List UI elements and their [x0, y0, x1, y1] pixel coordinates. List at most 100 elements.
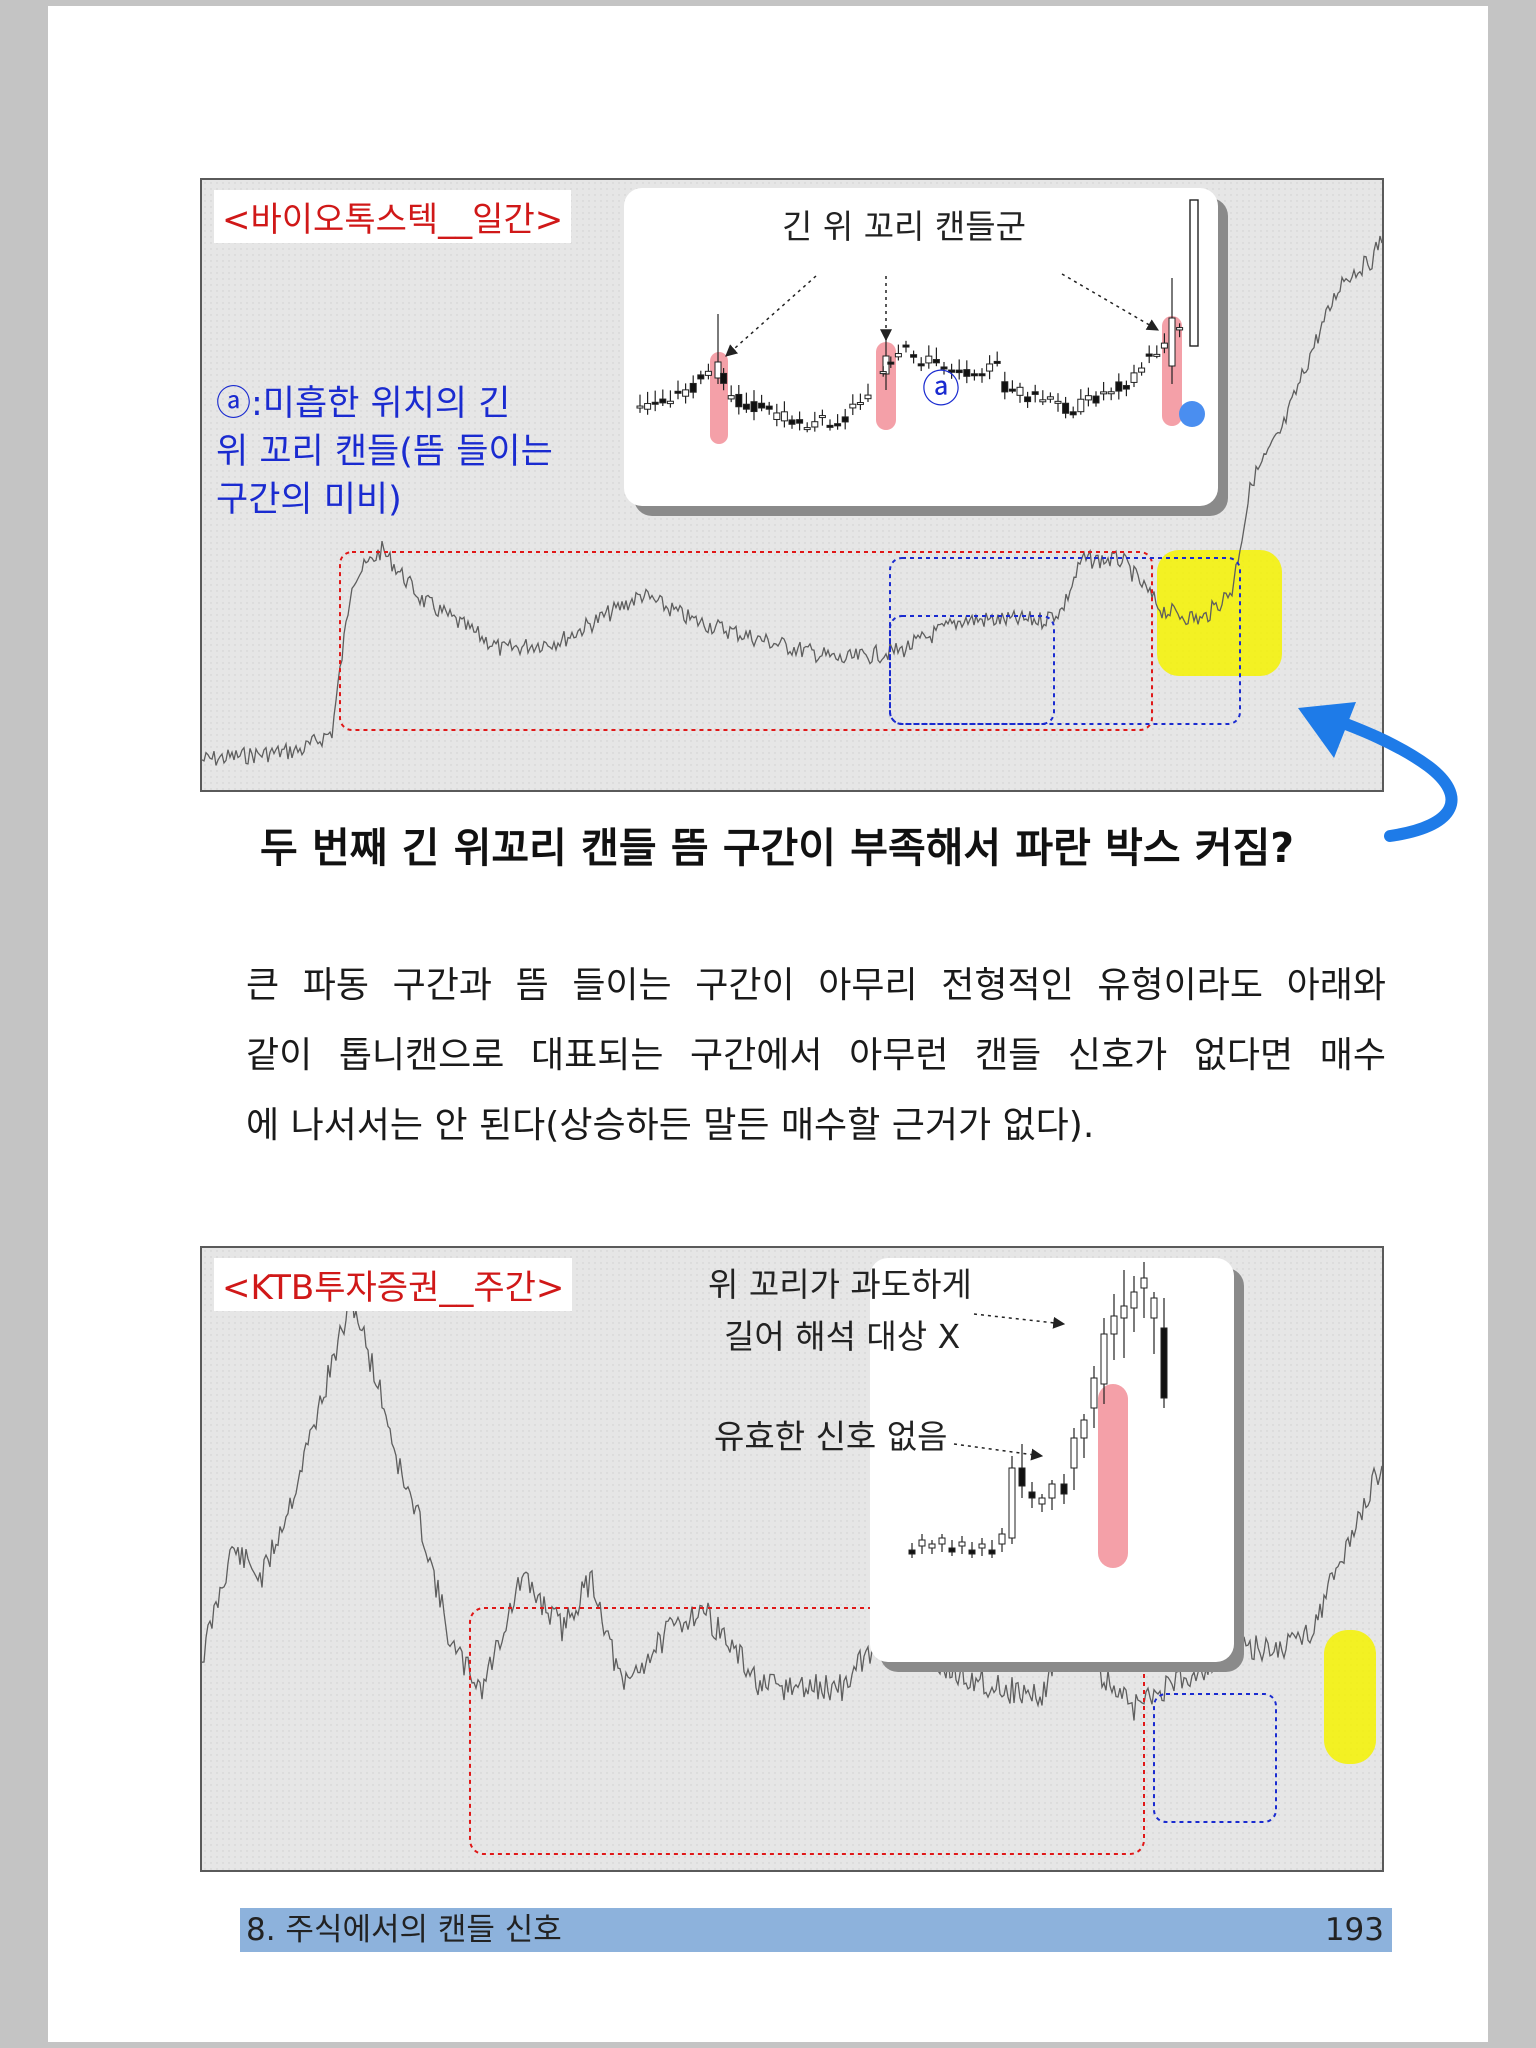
candle-body	[918, 1539, 926, 1547]
paragraph-word: 아무런	[849, 1035, 949, 1076]
document-page: <바이오톡스텍__일간> ⓐ:미흡한 위치의 긴 위 꼬리 캔들(뜸 들이는 구…	[48, 6, 1488, 2042]
chart-title: <KTB투자증권__주간>	[214, 1258, 573, 1311]
paragraph-word: 톱니캔으로	[338, 1035, 505, 1076]
paragraph-word: 대표되는	[530, 1035, 664, 1076]
candle-body	[742, 403, 750, 410]
candle-body	[887, 361, 895, 365]
candle-body	[644, 403, 652, 410]
candle-body	[963, 369, 971, 377]
paragraph-word: 없다면	[1193, 1035, 1294, 1076]
candle-body	[968, 1549, 976, 1555]
tall-white-candle	[1189, 199, 1199, 347]
candle-body	[1028, 1491, 1036, 1499]
paragraph-word: 들이는	[572, 965, 672, 1006]
blue-dot	[1179, 401, 1205, 427]
paragraph-word: 아래와	[1286, 965, 1386, 1006]
candle-body	[750, 401, 758, 413]
note-line: 구간의 미비)	[216, 480, 402, 520]
candle-body	[780, 411, 788, 422]
candle-body	[948, 1547, 956, 1553]
candle-body	[1018, 1467, 1026, 1487]
yellow-highlight-box	[1324, 1630, 1376, 1764]
candle-body	[704, 370, 712, 376]
candle-body	[1008, 388, 1016, 392]
candle-body	[993, 360, 1001, 364]
annotation-long-tail: 위 꼬리가 과도하게	[708, 1265, 972, 1304]
blue-dotted-box	[1153, 1693, 1277, 1823]
candle-body	[1130, 1291, 1138, 1309]
candle-body	[894, 353, 902, 358]
paragraph-line: 같이 톱니캔으로 대표되는 구간에서 아무런 캔들 신호가 없다면 매수	[246, 1026, 1386, 1096]
chart-title: <바이오톡스텍__일간>	[214, 190, 572, 243]
dotted-arrow	[1061, 273, 1160, 331]
candle-body	[1160, 342, 1168, 349]
candle-body	[948, 369, 956, 373]
candle-body	[1120, 1305, 1128, 1319]
candle-body	[1107, 391, 1115, 395]
candle-body	[1160, 1327, 1168, 1399]
candle-body	[1092, 395, 1100, 404]
chart-figure-ktb-weekly: <KTB투자증권__주간> 위 꼬리가 과도하게 길어 해석 대상 X 유효한 …	[200, 1246, 1384, 1872]
candle-body	[773, 412, 781, 420]
candle-body	[788, 419, 796, 425]
candle-body	[803, 427, 811, 431]
dotted-arrow	[725, 275, 817, 357]
yellow-highlight-box	[1157, 550, 1282, 676]
candle-body	[1060, 1483, 1068, 1495]
candle-body	[1145, 353, 1153, 357]
candle-body	[1140, 1277, 1148, 1289]
candle-body	[902, 344, 910, 348]
pink-highlight	[1098, 1384, 1128, 1568]
candle-body	[1110, 1315, 1118, 1335]
annotation-note: ⓐ:미흡한 위치의 긴 위 꼬리 캔들(뜸 들이는 구간의 미비)	[216, 380, 553, 524]
headline: 두 번째 긴 위꼬리 캔들 뜸 구간이 부족해서 파란 박스 커짐?	[260, 824, 1295, 872]
candle-body	[1054, 400, 1062, 404]
candle-body	[864, 394, 872, 400]
candle-body	[834, 423, 842, 427]
candle-body	[925, 355, 933, 364]
note-line: 위 꼬리 캔들(뜸 들이는	[216, 432, 553, 472]
blue-dotted-inner-box	[889, 615, 1055, 725]
candle-body	[1100, 1333, 1108, 1385]
candle-body	[910, 354, 918, 358]
candlestick-chart	[908, 1262, 1168, 1568]
candle-body	[1048, 1483, 1056, 1499]
candle-body	[1001, 381, 1009, 393]
note-line: ⓐ:미흡한 위치의 긴	[216, 384, 511, 424]
paragraph-text: 에 나서서는 안 된다(상승하든 말든 매수할 근거가 없다).	[246, 1105, 1095, 1146]
candle-body	[1100, 391, 1108, 395]
paragraph-word: 파동	[302, 965, 369, 1006]
candle-body	[1031, 391, 1039, 395]
candle-body	[917, 363, 925, 367]
candle-body	[1016, 386, 1024, 396]
curved-blue-arrow	[1298, 702, 1458, 842]
candle-body	[727, 395, 735, 400]
candle-body	[940, 366, 948, 370]
candlestick-inset	[870, 1258, 1234, 1662]
candle-body	[1039, 399, 1047, 403]
candle-group	[636, 278, 1184, 433]
candle-body	[636, 405, 644, 409]
candle-body	[978, 373, 986, 377]
candle-group	[908, 1262, 1168, 1558]
price-line	[202, 235, 1382, 766]
candle-body	[659, 398, 667, 404]
candle-body	[1077, 398, 1085, 413]
candle-body	[651, 401, 659, 405]
price-line	[202, 1292, 1382, 1721]
candle-body	[879, 371, 887, 375]
candle-body	[986, 363, 994, 372]
candle-body	[697, 374, 705, 380]
candle-body	[1008, 1467, 1016, 1539]
candle-body	[811, 421, 819, 428]
candle-body	[1038, 1497, 1046, 1505]
annotation-arrows	[953, 1313, 1066, 1461]
candle-body	[796, 419, 804, 424]
candle-body	[758, 402, 766, 409]
candle-body	[1122, 385, 1130, 390]
paragraph-word: 구간과	[392, 965, 492, 1006]
candle-body	[978, 1543, 986, 1549]
candle-body	[1115, 381, 1123, 392]
candle-body	[1138, 367, 1146, 373]
candle-body	[666, 400, 674, 405]
